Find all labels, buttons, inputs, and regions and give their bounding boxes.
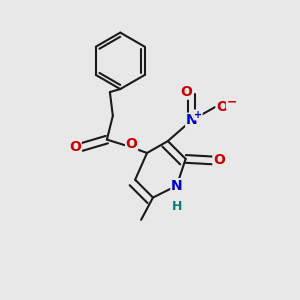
Text: O: O bbox=[69, 140, 81, 154]
Text: +: + bbox=[194, 110, 202, 120]
Text: N: N bbox=[186, 113, 197, 127]
Text: N: N bbox=[171, 179, 183, 193]
Text: O: O bbox=[216, 100, 228, 114]
Text: H: H bbox=[172, 200, 182, 213]
Text: −: − bbox=[226, 96, 237, 109]
Text: O: O bbox=[126, 137, 137, 151]
Text: O: O bbox=[180, 85, 192, 99]
Text: O: O bbox=[213, 153, 225, 167]
